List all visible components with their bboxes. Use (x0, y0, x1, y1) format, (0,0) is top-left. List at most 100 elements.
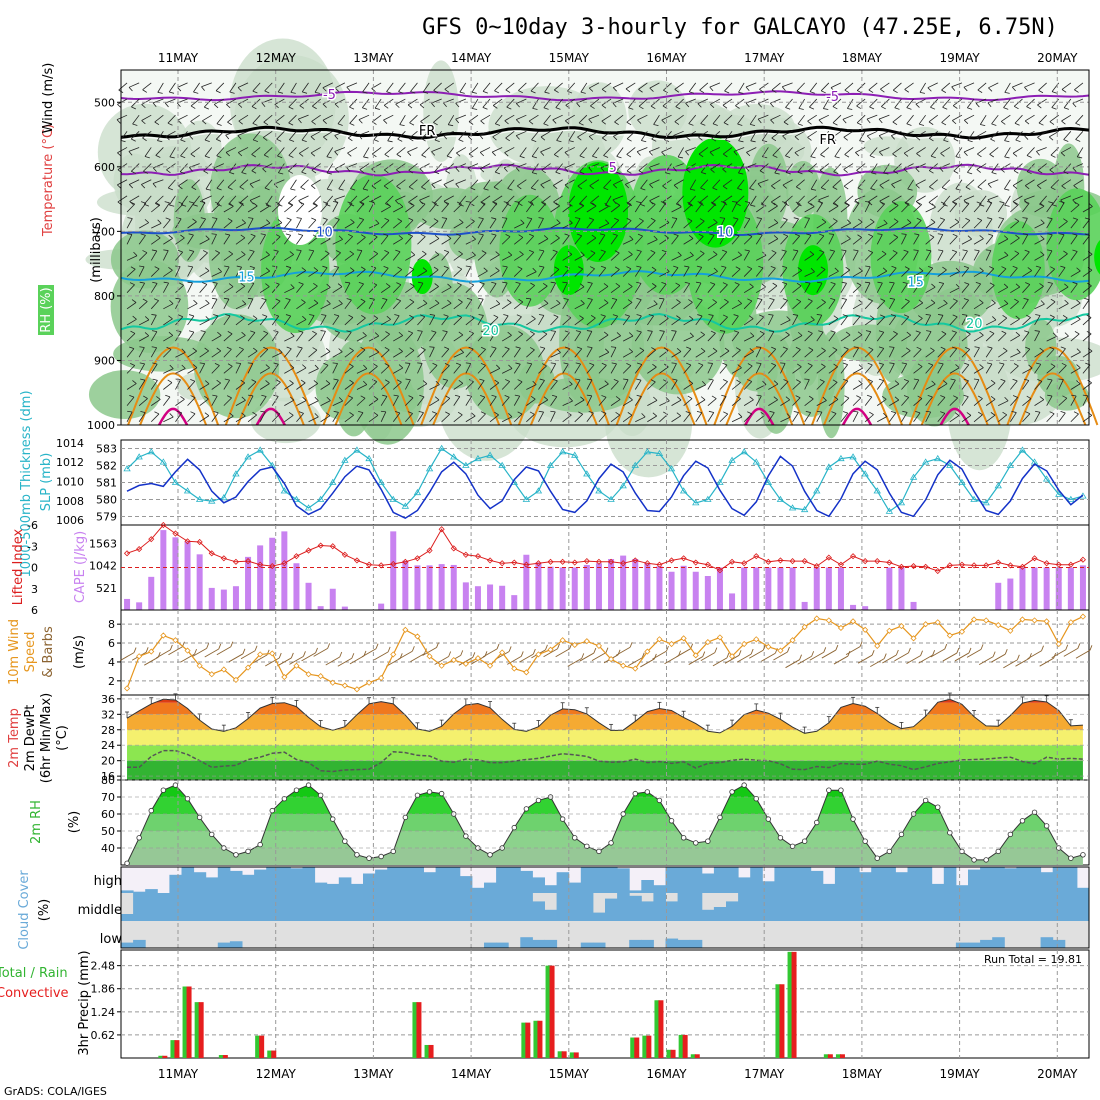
wind-barb-flag (990, 138, 996, 142)
wind-barb (586, 237, 597, 245)
wind-barb-flag (1072, 167, 1077, 172)
wind-barb-flag (562, 281, 568, 284)
wind-barb (417, 203, 426, 213)
wind-barb-flag (1060, 411, 1066, 414)
wind-barb-flag (901, 362, 907, 365)
wind-barb-flag (833, 363, 838, 368)
wind-barb (688, 195, 697, 205)
wind-barb (130, 131, 140, 140)
wind10m-barb (555, 648, 570, 658)
wind-barb (150, 363, 158, 374)
wind-barb-flag (334, 330, 340, 333)
wind-barb-flag (1061, 120, 1066, 125)
wind-barb-flag (977, 217, 982, 221)
wind-barb-flag (532, 267, 537, 273)
wind-barb (647, 285, 657, 294)
wind-barb-flag (395, 200, 400, 205)
wind-barb-flag (1076, 299, 1081, 304)
wind-barb (199, 270, 210, 277)
wind-barb (966, 98, 975, 108)
wind-barb-flag (579, 203, 585, 207)
wind-barb (1082, 299, 1090, 310)
wind-barb (138, 363, 146, 374)
wind-barb-flag (699, 218, 705, 222)
wind-barb-flag (628, 107, 634, 110)
wind-barb-flag (953, 138, 959, 142)
wind-barb (1034, 412, 1041, 422)
cape-tick-label: 521 (96, 582, 117, 595)
cloud-low-bar (532, 939, 545, 948)
wind-barb (1010, 286, 1020, 294)
wind-barb (818, 195, 829, 201)
wind-barb-flag (362, 380, 368, 385)
wind-barb-flag (144, 156, 150, 159)
wind-barb (937, 383, 948, 390)
wind-barb-flag (1059, 201, 1065, 203)
wind-barb-flag (202, 120, 207, 125)
wind-barb-flag (154, 411, 160, 415)
wind-barb (804, 379, 810, 390)
wind-barb (314, 82, 321, 93)
cape-bar (402, 560, 409, 610)
wind-barb (998, 303, 1009, 310)
wind-barb-flag (628, 251, 633, 255)
rh-shade-high (1046, 188, 1100, 301)
cloud-high-bar (278, 867, 291, 893)
wind-barb-flag (576, 233, 582, 237)
thickness-axis-label: 1000-500mb Thickness (dm) SLP (mb) (19, 390, 54, 577)
wind-barb-flag (919, 91, 925, 94)
wind-barb-flag (686, 169, 691, 173)
wind-barb-flag (979, 299, 984, 304)
wind10m-barb-flag (278, 652, 282, 659)
wind-barb-flag (1015, 315, 1020, 320)
wind-barb (235, 382, 246, 390)
wind-barb (550, 237, 560, 245)
wind-barb-flag (1036, 151, 1040, 156)
wind-barb (610, 381, 619, 390)
wind-barb (322, 82, 333, 89)
cloud-high-bar (193, 872, 207, 893)
wind-barb (731, 367, 742, 374)
lifted-index-point (220, 555, 227, 562)
wind-barb-flag (495, 171, 501, 175)
wind-barb (937, 283, 945, 293)
wind10m-barb-flag (908, 647, 911, 654)
wind-barb (683, 283, 690, 293)
wind-barb-flag (698, 362, 704, 366)
wind-barb (928, 131, 939, 139)
wind-barb-flag (443, 184, 448, 189)
wind-barb (743, 399, 754, 406)
wind-barb-flag (820, 154, 826, 158)
wind-barb (695, 399, 706, 406)
wind-barb (480, 114, 491, 122)
wind-barb-flag (431, 330, 437, 333)
wind-barb (271, 364, 279, 374)
wind-barb (247, 267, 255, 277)
wind-barb-flag (773, 235, 779, 240)
wind-barb (628, 98, 636, 108)
wind10m-point (765, 643, 772, 650)
cloud-high-bar (266, 867, 279, 893)
wind-barb-flag (590, 315, 596, 319)
wind-barb (768, 383, 779, 390)
wind-barb-flag (1022, 233, 1028, 236)
wind-barb (659, 222, 670, 229)
wind-barb (901, 301, 910, 310)
wind-barb (832, 114, 842, 124)
wind-barb (743, 365, 753, 374)
wind-barb (138, 379, 146, 390)
wind-barb (247, 283, 255, 293)
rh-shade-mid (732, 310, 826, 370)
wind-barb-flag (193, 91, 199, 94)
contour-20 (120, 312, 1090, 333)
wind-barb-flag (409, 122, 415, 126)
wind-barb-flag (525, 297, 532, 300)
wind-barb (284, 399, 295, 406)
thickness-point (897, 499, 906, 506)
wind-barb (625, 82, 636, 90)
wind-barb (228, 195, 237, 205)
wind-barb (175, 352, 186, 358)
wind-barb (881, 98, 890, 107)
wind-barb-flag (446, 155, 452, 159)
wind-barb-flag (216, 379, 221, 384)
